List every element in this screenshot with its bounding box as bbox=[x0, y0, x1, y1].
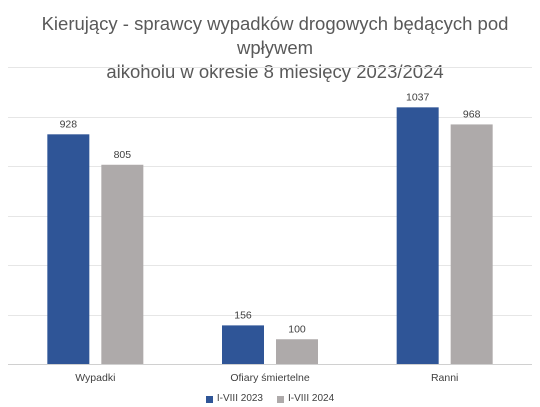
bar-2023-0 bbox=[47, 134, 90, 364]
bar-2024-0 bbox=[101, 164, 144, 364]
legend-label-2023: I-VIII 2023 bbox=[216, 393, 263, 404]
category-label: Ofiary śmiertelne bbox=[230, 372, 310, 384]
category-labels: Wypadki Ofiary śmiertelne Ranni bbox=[75, 372, 458, 384]
gridlines bbox=[8, 67, 532, 365]
data-label: 968 bbox=[463, 108, 481, 120]
data-label: 100 bbox=[288, 323, 306, 335]
data-label: 805 bbox=[114, 149, 132, 161]
legend-item-2023: I-VIII 2023 bbox=[205, 392, 263, 406]
legend: I-VIII 2023 I-VIII 2024 bbox=[0, 392, 540, 406]
data-label: 1037 bbox=[406, 91, 430, 103]
legend-item-2024: I-VIII 2024 bbox=[277, 392, 334, 406]
data-label: 156 bbox=[234, 309, 252, 321]
chart-title-line-1: Kierujący - sprawcy wypadków drogowych b… bbox=[41, 13, 509, 58]
data-labels: 928 805 156 100 1037 968 bbox=[60, 91, 481, 335]
bar-2023-1 bbox=[222, 325, 264, 364]
category-label: Wypadki bbox=[75, 372, 115, 384]
bar-2023-2 bbox=[396, 107, 439, 364]
legend-swatch-2023 bbox=[205, 395, 213, 403]
legend-swatch-2024 bbox=[277, 395, 284, 403]
bar-2024-1 bbox=[276, 339, 318, 364]
chart-title-line-2: alkoholu w okresie 8 miesięcy 2023/2024 bbox=[106, 61, 444, 82]
category-label: Ranni bbox=[431, 372, 458, 384]
bar-2024-2 bbox=[450, 124, 493, 364]
chart-title: Kierujący - sprawcy wypadków drogowych b… bbox=[20, 12, 530, 84]
data-label: 928 bbox=[60, 118, 78, 130]
legend-label-2024: I-VIII 2024 bbox=[288, 393, 335, 404]
bars bbox=[47, 107, 493, 364]
